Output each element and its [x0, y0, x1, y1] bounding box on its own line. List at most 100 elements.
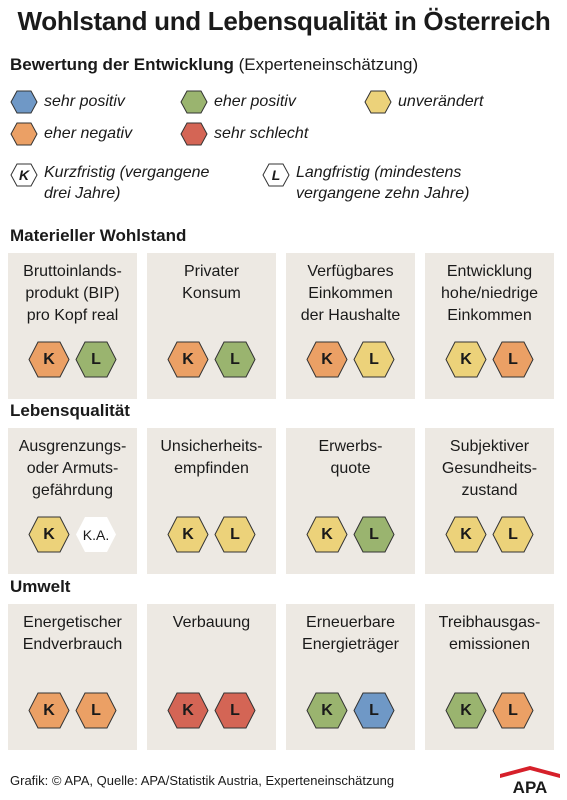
rating-long-term-hexagon-icon: L — [492, 516, 534, 553]
legend-key-langfristig: L Langfristig (mindestens vergangene zeh… — [262, 162, 469, 204]
rating-letter: K — [43, 525, 55, 543]
hexagon-icon — [180, 122, 208, 146]
legend-item-sehr-positiv: sehr positiv — [10, 90, 125, 114]
rating-letter: K — [321, 701, 333, 719]
legend-item-unveraendert: unverändert — [364, 90, 483, 114]
hexagon-icon — [364, 90, 392, 114]
rating-short-term-hexagon-icon: K — [306, 516, 348, 553]
indicator-label: Energetischer Endverbrauch — [22, 614, 123, 653]
rating-letter: L — [508, 350, 518, 368]
apa-logo-text: APA — [513, 778, 548, 794]
indicator-label: Subjektiver Gesundheits- zustand — [441, 438, 538, 499]
rating-letter: L — [230, 350, 240, 368]
rating-letter: L — [369, 525, 379, 543]
rating-short-term-hexagon-icon: K — [28, 692, 70, 729]
hexagon-icon — [10, 122, 38, 146]
rating-long-term-hexagon-icon: L — [75, 341, 117, 378]
indicator-label: Treibhausgas- emissionen — [438, 614, 541, 653]
apa-logo: APA — [500, 766, 560, 794]
rating-letter: L — [369, 701, 379, 719]
rating-long-term-hexagon-icon: L — [353, 341, 395, 378]
indicator-label: Verfügbares Einkommen der Haushalte — [300, 263, 401, 324]
rating-letter: L — [508, 701, 518, 719]
hexagon-l-icon: L — [262, 163, 290, 187]
rating-letter: K — [182, 525, 194, 543]
rating-letter: L — [230, 701, 240, 719]
rating-short-term-hexagon-icon: K — [28, 516, 70, 553]
rating-letter: K.A. — [82, 526, 110, 543]
rating-letter: K — [460, 350, 472, 368]
rating-short-term-hexagon-icon: K — [306, 692, 348, 729]
rating-letter: K — [43, 701, 55, 719]
legend-label: eher positiv — [214, 93, 296, 110]
indicator-card: Subjektiver Gesundheits- zustand K L — [425, 428, 554, 574]
rating-letter: K — [321, 525, 333, 543]
key-letter: L — [272, 167, 281, 183]
legend-item-sehr-schlecht: sehr schlecht — [180, 122, 308, 146]
hexagon-icon — [10, 90, 38, 114]
indicator-card: Entwicklung hohe/niedrige Einkommen K L — [425, 253, 554, 399]
indicator-label: Erneuerbare Energieträger — [302, 614, 399, 653]
hexagon-k-icon: K — [10, 163, 38, 187]
rating-short-term-hexagon-icon: K — [167, 516, 209, 553]
rating-letter: K — [321, 350, 333, 368]
indicator-card: Energetischer Endverbrauch K L — [8, 604, 137, 750]
page-title: Wohlstand und Lebensqualität in Österrei… — [17, 6, 551, 36]
rating-letter: L — [91, 701, 101, 719]
indicator-card: Ausgrenzungs- oder Armuts- gefährdung K K.… — [8, 428, 137, 574]
rating-letter: K — [460, 701, 472, 719]
rating-not-available: K.A. — [75, 516, 117, 553]
legend-key-kurzfristig: K Kurzfristig (vergangene drei Jahre) — [10, 162, 209, 204]
indicator-label: Verbauung — [172, 614, 251, 631]
rating-long-term-hexagon-icon: L — [75, 692, 117, 729]
key-label: Langfristig (mindestens vergangene zehn … — [296, 164, 470, 202]
subtitle-bold: Bewertung der Entwicklung — [10, 55, 234, 74]
legend-label: eher negativ — [44, 125, 133, 142]
indicator-card: Bruttoinlands- produkt (BIP) pro Kopf re… — [8, 253, 137, 399]
legend-label: unverändert — [398, 93, 484, 110]
rating-long-term-hexagon-icon: L — [214, 341, 256, 378]
indicator-card: Verbauung K L — [147, 604, 276, 750]
rating-letter: K — [43, 350, 55, 368]
rating-letter: L — [230, 525, 240, 543]
rating-long-term-hexagon-icon: L — [353, 516, 395, 553]
indicator-card: Verfügbares Einkommen der Haushalte K L — [286, 253, 415, 399]
rating-short-term-hexagon-icon: K — [445, 692, 487, 729]
rating-short-term-hexagon-icon: K — [306, 341, 348, 378]
indicator-label: Bruttoinlands- produkt (BIP) pro Kopf re… — [23, 263, 122, 324]
rating-long-term-hexagon-icon: L — [353, 692, 395, 729]
legend-item-eher-negativ: eher negativ — [10, 122, 132, 146]
indicator-label: Unsicherheits- empfinden — [160, 438, 263, 477]
hexagon-icon — [180, 90, 208, 114]
section-title-lebensqualitaet: Lebensqualität — [10, 401, 130, 420]
rating-letter: K — [460, 525, 472, 543]
rating-letter: K — [182, 701, 194, 719]
key-letter: K — [19, 167, 30, 183]
rating-badges: K K.A. — [28, 516, 117, 553]
indicator-card: Unsicherheits- empfinden K L — [147, 428, 276, 574]
rating-short-term-hexagon-icon: K — [167, 692, 209, 729]
indicator-card: Erwerbs- quote K L — [286, 428, 415, 574]
subtitle-note: (Experteneinschätzung) — [233, 55, 419, 74]
indicator-label: Entwicklung hohe/niedrige Einkommen — [441, 263, 538, 324]
key-label: Kurzfristig (vergangene drei Jahre) — [44, 164, 210, 202]
legend-item-eher-positiv: eher positiv — [180, 90, 296, 114]
subtitle: Bewertung der Entwicklung (Experteneinsc… — [10, 55, 418, 75]
indicator-label: Ausgrenzungs- oder Armuts- gefährdung — [18, 438, 127, 499]
source-footer: Grafik: © APA, Quelle: APA/Statistik Aus… — [10, 773, 395, 788]
rating-short-term-hexagon-icon: K — [445, 341, 487, 378]
section-title-materieller-wohlstand: Materieller Wohlstand — [10, 226, 187, 245]
rating-letter: L — [369, 350, 379, 368]
indicator-card: Erneuerbare Energieträger K L — [286, 604, 415, 750]
legend-label: sehr positiv — [44, 93, 125, 110]
section-title-umwelt: Umwelt — [10, 577, 71, 596]
